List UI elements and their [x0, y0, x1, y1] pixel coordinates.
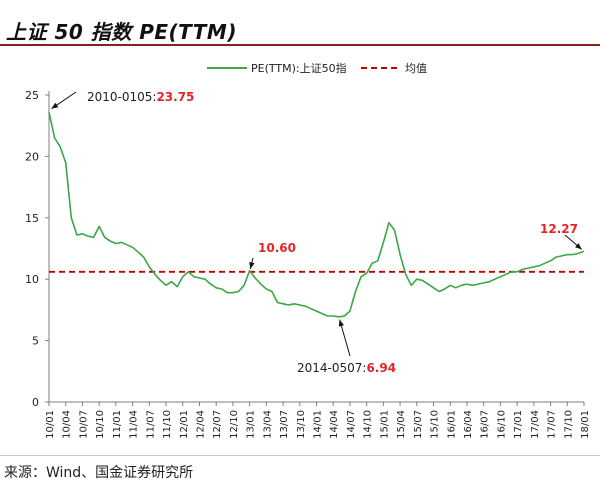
y-tick-label: 15: [25, 212, 39, 225]
x-tick-label: 12/04: [195, 410, 206, 439]
legend-mean-label: 均值: [405, 62, 427, 75]
annotation-value: 6.94: [366, 361, 396, 375]
y-tick-label: 0: [32, 396, 39, 409]
x-tick-label: 16/07: [480, 410, 491, 439]
x-tick-label: 10/01: [45, 410, 56, 439]
title-divider: [0, 44, 600, 46]
annotation-arrowhead: [338, 319, 345, 327]
x-tick-label: 11/01: [112, 410, 123, 439]
x-tick-label: 11/04: [129, 410, 140, 439]
annotation-label: 2010-0105:23.75: [87, 90, 194, 104]
x-tick-label: 13/04: [262, 410, 273, 439]
annotation-arrowhead: [249, 262, 255, 269]
annotation-arrowhead: [575, 243, 582, 250]
source-note: 来源：Wind、国金证券研究所: [4, 465, 194, 481]
legend: PE(TTM):上证50指 均值: [207, 61, 427, 75]
y-tick-label: 25: [25, 89, 39, 102]
marks: [48, 112, 585, 318]
annotation-value: 23.75: [156, 90, 194, 104]
x-tick-label: 14/01: [313, 410, 324, 439]
x-tick-label: 10/07: [78, 410, 89, 439]
annotation-value: 12.27: [540, 222, 578, 236]
y-tick-label: 10: [25, 273, 39, 286]
x-tick-label: 16/01: [446, 410, 457, 439]
x-tick-label: 12/01: [179, 410, 190, 439]
source-divider: [0, 455, 600, 456]
x-tick-label: 15/01: [379, 410, 390, 439]
annotation-label: 12.27: [540, 222, 578, 236]
x-tick-label: 13/07: [279, 410, 290, 439]
x-tick-label: 16/04: [463, 410, 474, 439]
annotation-arrowhead: [51, 102, 59, 109]
axes: 0 5 10 15 20 25 10/01 10/04 10/07 10/10 11/01 11/04…: [25, 89, 591, 439]
chart-title: 上证 50 指数 PE(TTM): [6, 20, 237, 44]
x-tick-label: 10/04: [62, 410, 73, 439]
x-tick-label: 17/04: [530, 410, 541, 439]
annotation-value: 10.60: [258, 241, 296, 255]
legend-series-label: PE(TTM):上证50指: [251, 61, 347, 75]
x-tick-label: 17/01: [513, 410, 524, 439]
x-tick-label: 14/10: [363, 410, 374, 439]
annotation-date: 2014-0507:: [297, 361, 366, 375]
y-tick-label: 20: [25, 150, 39, 163]
x-tick-label: 10/10: [95, 410, 106, 439]
annotation-label: 10.60: [258, 241, 296, 255]
x-tick-label: 17/07: [547, 410, 558, 439]
x-tick-label: 11/07: [145, 410, 156, 439]
x-tick-label: 14/04: [329, 410, 340, 439]
x-tick-label: 14/07: [346, 410, 357, 439]
x-tick-label: 12/10: [229, 410, 240, 439]
x-tick-label: 13/10: [296, 410, 307, 439]
x-tick-label: 15/10: [430, 410, 441, 439]
annotations: 2010-0105:23.75 10.60 2014-0507:6.94 12.27: [51, 90, 583, 375]
x-tick-label: 17/10: [563, 410, 574, 439]
x-tick-label: 15/07: [413, 410, 424, 439]
x-tick-label: 12/07: [212, 410, 223, 439]
y-tick-label: 5: [32, 335, 39, 348]
x-tick-label: 11/10: [162, 410, 173, 439]
pe-series-line: [48, 112, 585, 318]
x-tick-label: 13/01: [246, 410, 257, 439]
annotation-date: 2010-0105:: [87, 90, 156, 104]
x-tick-label: 18/01: [580, 410, 591, 439]
annotation-label: 2014-0507:6.94: [297, 361, 396, 375]
x-tick-label: 15/04: [396, 410, 407, 439]
x-tick-label: 16/10: [496, 410, 507, 439]
